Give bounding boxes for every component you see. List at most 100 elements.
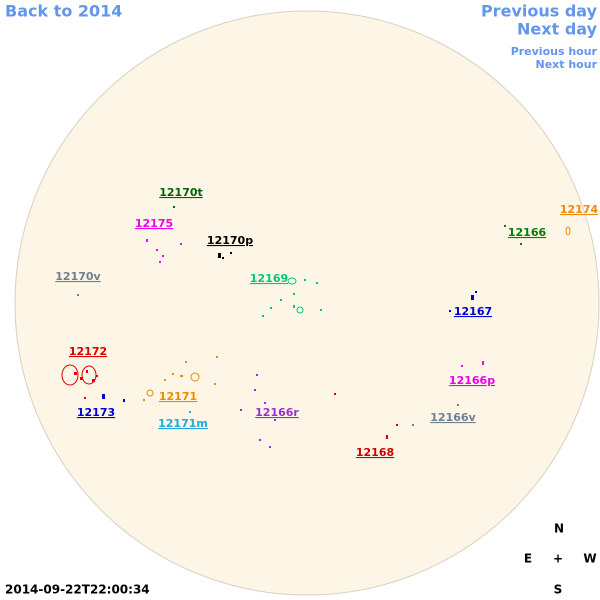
solar-disk [14, 10, 600, 596]
sunspot [156, 249, 158, 251]
region-label[interactable]: 12166r [255, 406, 299, 419]
region-label[interactable]: 12169 [250, 272, 288, 285]
sunspot [92, 379, 95, 382]
spot-group [173, 206, 175, 208]
spot-group [449, 291, 477, 312]
sunspot [293, 305, 295, 308]
sunspot [189, 411, 191, 413]
sunspot [77, 294, 79, 296]
spot-group [412, 404, 459, 426]
region-label[interactable]: 12170p [207, 234, 253, 247]
compass-center: + [553, 552, 563, 566]
region-label[interactable]: 12171 [159, 390, 197, 403]
previous-hour-link[interactable]: Previous hour [511, 45, 598, 58]
sunspot [254, 389, 256, 391]
spot-group [189, 411, 191, 413]
sunspot [214, 383, 216, 385]
sunspots [61, 206, 571, 448]
spot-group [143, 356, 218, 401]
sunspot [146, 239, 148, 242]
sunspot [190, 372, 200, 382]
sunspot [471, 295, 474, 300]
sunspot [164, 379, 166, 381]
timestamp: 2014-09-22T22:00:34 [5, 583, 150, 597]
spot-group [461, 361, 484, 367]
sunspot [80, 377, 83, 380]
region-label[interactable]: 12166p [449, 374, 495, 387]
sunspot [180, 375, 183, 377]
spot-group [77, 294, 79, 296]
next-hour-link[interactable]: Next hour [536, 58, 598, 71]
sunspot [396, 424, 398, 426]
region-label[interactable]: 12173 [77, 406, 115, 419]
sunspot [316, 282, 318, 284]
sunspot [274, 419, 276, 421]
compass-east: E [524, 552, 532, 566]
spot-group [262, 277, 322, 317]
sunspot [412, 424, 414, 426]
compass-north: N [554, 522, 564, 536]
sunspot [287, 277, 297, 285]
sunspot [74, 372, 77, 375]
sunspot [256, 374, 258, 376]
sunspot [84, 397, 86, 399]
compass-west: W [583, 552, 596, 566]
spot-group [61, 364, 98, 399]
sunspot [185, 361, 187, 363]
sunspot [449, 310, 451, 312]
region-label[interactable]: 12174 [560, 203, 599, 216]
spot-group [146, 239, 182, 263]
sunspot [180, 243, 182, 245]
sunspot [173, 206, 175, 208]
sunspot [96, 375, 98, 377]
sunspot [216, 356, 218, 358]
sunspot [280, 299, 282, 301]
sunspot [565, 226, 571, 236]
sunspot [475, 291, 477, 293]
sunspot [293, 293, 295, 295]
sunspot [520, 243, 522, 245]
sunspot [320, 309, 322, 311]
region-label[interactable]: 12166v [430, 411, 476, 424]
compass-south: S [554, 583, 563, 597]
sunspot [172, 373, 174, 375]
sunspot [482, 361, 484, 365]
region-label[interactable]: 12170v [55, 270, 101, 283]
region-label[interactable]: 12172 [69, 345, 107, 358]
sunspot [146, 389, 154, 397]
sunspot [240, 409, 242, 411]
region-label[interactable]: 12168 [356, 446, 394, 459]
region-label[interactable]: 12171m [158, 417, 208, 430]
sunspot [123, 399, 125, 402]
sunspot [334, 393, 336, 395]
sunspot [270, 307, 272, 309]
sunspot [86, 370, 88, 373]
spot-group [565, 226, 571, 236]
sunspot [159, 261, 161, 263]
next-day-link[interactable]: Next day [517, 20, 598, 39]
sunspot [457, 404, 459, 406]
sunspot [262, 315, 264, 317]
sunspot [230, 252, 232, 254]
sunspot [461, 365, 463, 367]
back-link[interactable]: Back to 2014 [5, 2, 122, 21]
sunspot [102, 394, 105, 399]
sunspot [218, 253, 221, 258]
spot-group [240, 374, 276, 448]
spot-group [504, 225, 522, 245]
sunspot [162, 255, 164, 257]
sunspot [504, 225, 506, 227]
sunspot [259, 439, 261, 441]
region-label[interactable]: 12170t [159, 186, 203, 199]
previous-day-link[interactable]: Previous day [481, 2, 598, 21]
spot-group [334, 393, 398, 439]
sunspot [61, 364, 79, 386]
region-label[interactable]: 12167 [454, 305, 492, 318]
sunspot [269, 446, 271, 448]
region-label[interactable]: 12166 [508, 226, 547, 239]
spot-group [218, 252, 232, 259]
sunspot [143, 399, 145, 401]
region-label[interactable]: 12175 [135, 217, 173, 230]
sunspot [222, 257, 224, 259]
